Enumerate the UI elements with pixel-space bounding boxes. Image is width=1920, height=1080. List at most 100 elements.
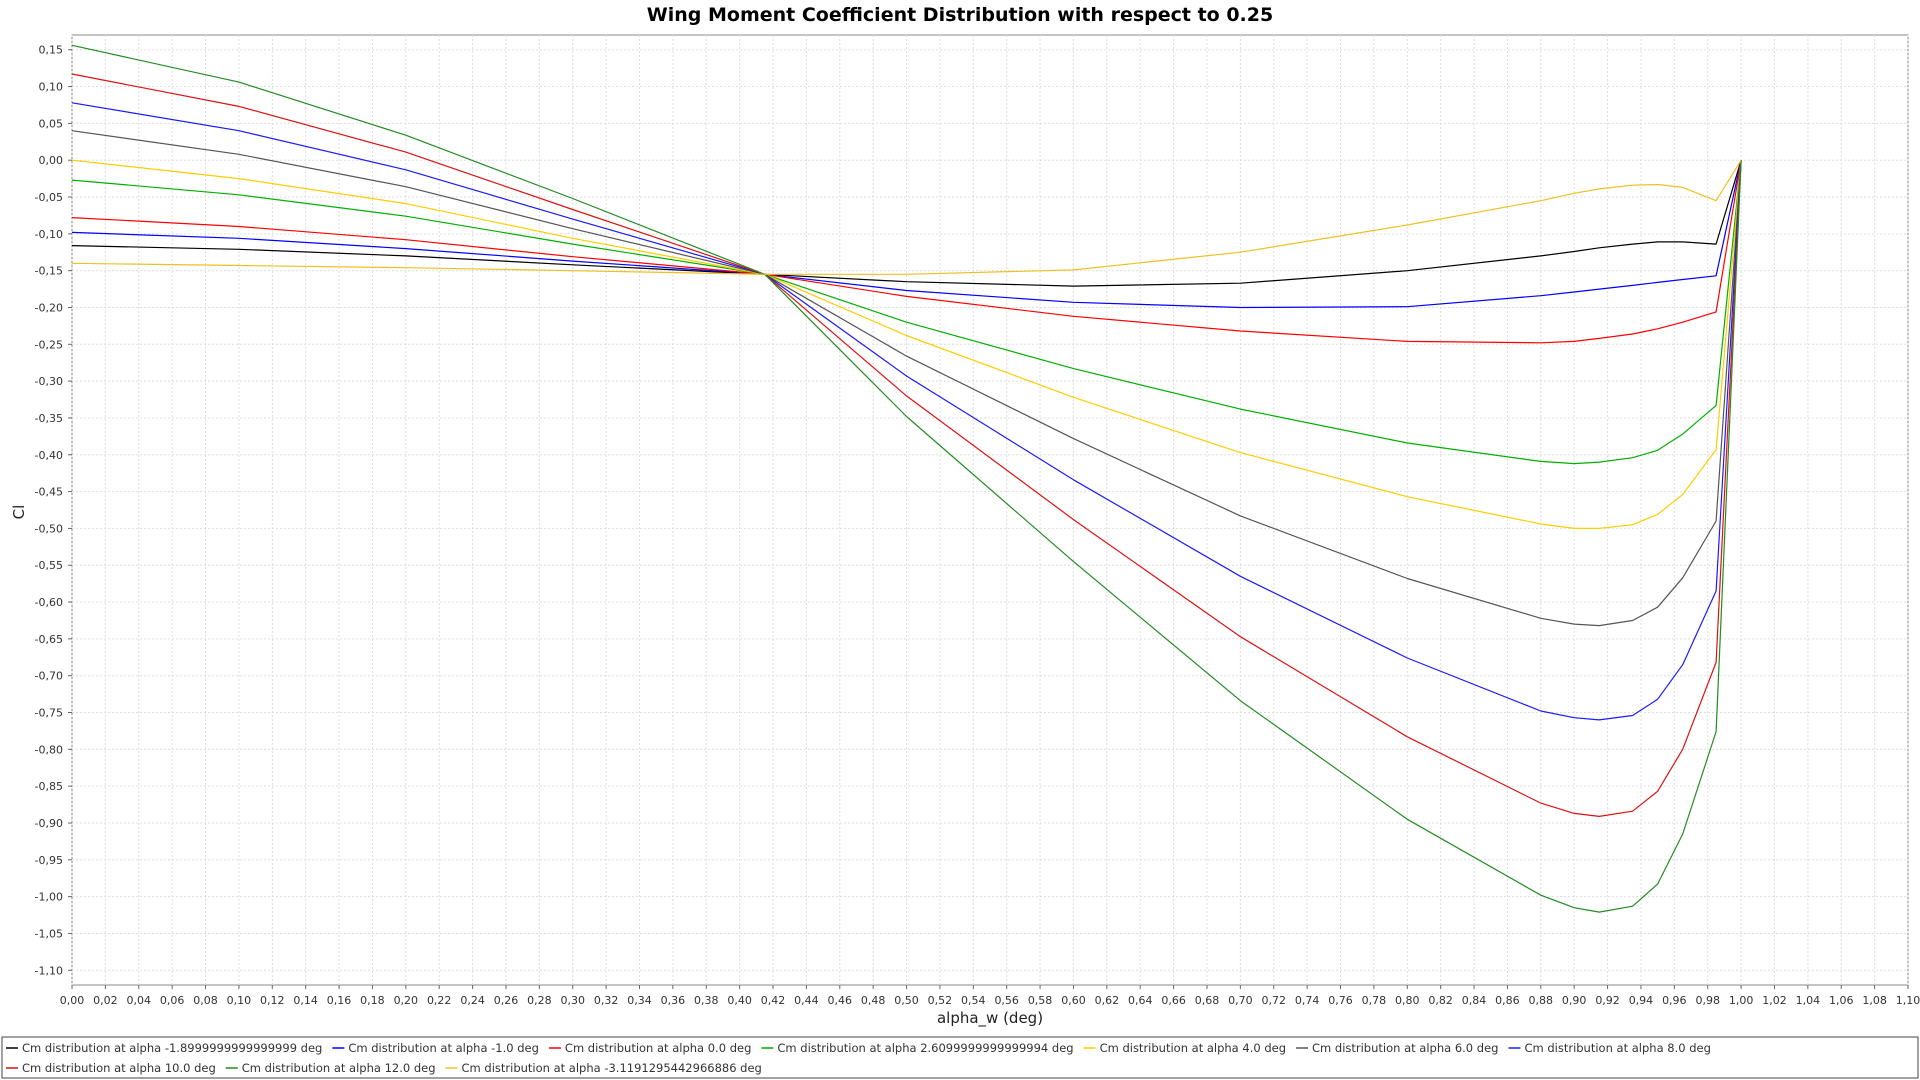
series-line-5 bbox=[71, 159, 1742, 530]
y-tick-label: 0,15 bbox=[39, 44, 64, 57]
x-tick-label: 0,24 bbox=[460, 994, 485, 1007]
y-tick-label: -0,70 bbox=[35, 670, 63, 683]
series-line-1 bbox=[71, 160, 1742, 287]
y-tick-label: -0,50 bbox=[35, 522, 63, 535]
series-line-7 bbox=[71, 102, 1742, 721]
x-tick-label: 0,46 bbox=[828, 994, 853, 1007]
y-tick-label: -0,55 bbox=[35, 559, 63, 572]
y-tick-label: -0,45 bbox=[35, 486, 63, 499]
x-tick-label: 0,54 bbox=[961, 994, 986, 1007]
x-tick-label: 0,66 bbox=[1161, 994, 1186, 1007]
y-tick-label: -0,80 bbox=[35, 743, 63, 756]
y-tick-label: -0,15 bbox=[35, 265, 63, 278]
x-tick-label: 0,72 bbox=[1261, 994, 1286, 1007]
x-tick-label: 0,04 bbox=[127, 994, 152, 1007]
legend-item: Cm distribution at alpha 6.0 deg bbox=[1296, 1041, 1498, 1055]
y-tick-label: -0,25 bbox=[35, 338, 63, 351]
x-tick-label: 0,26 bbox=[494, 994, 519, 1007]
x-tick-label: 1,06 bbox=[1829, 994, 1854, 1007]
legend-item: Cm distribution at alpha 4.0 deg bbox=[1083, 1041, 1286, 1055]
x-tick-label: 0,18 bbox=[360, 994, 385, 1007]
series-line-9 bbox=[71, 44, 1742, 913]
x-tick-label: 0,22 bbox=[427, 994, 452, 1007]
y-axis-label: Cl bbox=[10, 505, 28, 520]
x-tick-label: 0,52 bbox=[928, 994, 953, 1007]
x-tick-label: 0,86 bbox=[1495, 994, 1520, 1007]
x-tick-label: 0,74 bbox=[1295, 994, 1320, 1007]
legend-label: Cm distribution at alpha -1.0 deg bbox=[348, 1041, 539, 1055]
y-tick-label: -0,10 bbox=[35, 228, 63, 241]
legend-item: Cm distribution at alpha 0.0 deg bbox=[548, 1041, 751, 1055]
series-lines bbox=[71, 44, 1742, 913]
x-tick-label: 0,00 bbox=[60, 994, 85, 1007]
y-tick-label: -0,20 bbox=[35, 301, 63, 314]
x-tick-label: 0,84 bbox=[1462, 994, 1487, 1007]
y-tick-label: -0,95 bbox=[35, 854, 63, 867]
x-tick-label: 0,70 bbox=[1228, 994, 1253, 1007]
x-tick-label: 0,30 bbox=[560, 994, 585, 1007]
legend-label: Cm distribution at alpha 2.6099999999999… bbox=[777, 1041, 1073, 1055]
legend-label: Cm distribution at alpha 10.0 deg bbox=[22, 1061, 216, 1075]
x-tick-label: 0,34 bbox=[627, 994, 652, 1007]
x-tick-label: 1,04 bbox=[1796, 994, 1821, 1007]
legend-item: Cm distribution at alpha 12.0 deg bbox=[225, 1061, 436, 1075]
series-line-10 bbox=[71, 159, 1742, 275]
legend-item: Cm distribution at alpha -1.899999999999… bbox=[6, 1041, 322, 1055]
x-tick-label: 0,08 bbox=[193, 994, 218, 1007]
x-tick-label: 0,98 bbox=[1695, 994, 1720, 1007]
series-line-3 bbox=[71, 160, 1742, 344]
x-tick-label: 0,28 bbox=[527, 994, 552, 1007]
legend-label: Cm distribution at alpha 0.0 deg bbox=[565, 1041, 751, 1055]
legend-item: Cm distribution at alpha 2.6099999999999… bbox=[761, 1041, 1074, 1055]
x-tick-label: 0,02 bbox=[93, 994, 118, 1007]
x-tick-label: 0,44 bbox=[794, 994, 819, 1007]
x-tick-label: 0,90 bbox=[1562, 994, 1587, 1007]
x-tick-label: 0,36 bbox=[661, 994, 686, 1007]
x-tick-label: 0,78 bbox=[1362, 994, 1387, 1007]
y-tick-label: -0,75 bbox=[35, 707, 63, 720]
legend-label: Cm distribution at alpha 8.0 deg bbox=[1524, 1041, 1710, 1055]
legend-item: Cm distribution at alpha 8.0 deg bbox=[1508, 1041, 1711, 1055]
x-tick-label: 0,12 bbox=[260, 994, 285, 1007]
y-tick-label: -0,30 bbox=[35, 375, 63, 388]
y-tick-label: -1,00 bbox=[35, 891, 63, 904]
y-tick-label: -1,05 bbox=[35, 927, 63, 940]
y-tick-label: 0,10 bbox=[39, 81, 64, 94]
legend-label: Cm distribution at alpha 4.0 deg bbox=[1100, 1041, 1286, 1055]
y-tick-label: -0,85 bbox=[35, 780, 63, 793]
y-tick-label: -0,35 bbox=[35, 412, 63, 425]
x-tick-label: 0,14 bbox=[293, 994, 318, 1007]
x-tick-label: 0,62 bbox=[1095, 994, 1120, 1007]
x-tick-label: 0,56 bbox=[994, 994, 1019, 1007]
y-tick-label: -0,60 bbox=[35, 596, 63, 609]
legend: Cm distribution at alpha -1.899999999999… bbox=[1, 1036, 1919, 1079]
chart-title: Wing Moment Coefficient Distribution wit… bbox=[647, 4, 1273, 26]
series-line-4 bbox=[71, 160, 1742, 465]
x-axis-label: alpha_w (deg) bbox=[937, 1009, 1043, 1028]
x-tick-label: 0,92 bbox=[1595, 994, 1620, 1007]
x-tick-label: 0,96 bbox=[1662, 994, 1687, 1007]
x-tick-label: 0,76 bbox=[1328, 994, 1353, 1007]
x-tick-label: 0,20 bbox=[394, 994, 419, 1007]
x-tick-label: 0,94 bbox=[1629, 994, 1654, 1007]
x-tick-label: 1,00 bbox=[1729, 994, 1754, 1007]
plot-area bbox=[71, 34, 1909, 986]
y-tick-label: -0,90 bbox=[35, 817, 63, 830]
legend-label: Cm distribution at alpha -1.899999999999… bbox=[22, 1041, 322, 1055]
x-tick-label: 0,48 bbox=[861, 994, 886, 1007]
y-tick-label: -1,10 bbox=[35, 964, 63, 977]
x-tick-label: 0,50 bbox=[894, 994, 919, 1007]
x-tick-label: 1,10 bbox=[1896, 994, 1920, 1007]
x-tick-label: 0,10 bbox=[227, 994, 252, 1007]
legend-item: Cm distribution at alpha -3.119129544296… bbox=[445, 1061, 762, 1075]
x-tick-label: 0,40 bbox=[727, 994, 752, 1007]
x-tick-label: 0,06 bbox=[160, 994, 185, 1007]
x-tick-label: 0,82 bbox=[1428, 994, 1453, 1007]
x-axis-ticks: 0,00 0,02 0,04 0,06 0,08 0,10 0,12 0,14 0,16 0,18… bbox=[60, 985, 1920, 1007]
y-tick-label: 0,05 bbox=[39, 117, 64, 130]
x-tick-label: 0,42 bbox=[761, 994, 786, 1007]
series-line-2 bbox=[71, 160, 1742, 309]
x-tick-label: 0,38 bbox=[694, 994, 719, 1007]
